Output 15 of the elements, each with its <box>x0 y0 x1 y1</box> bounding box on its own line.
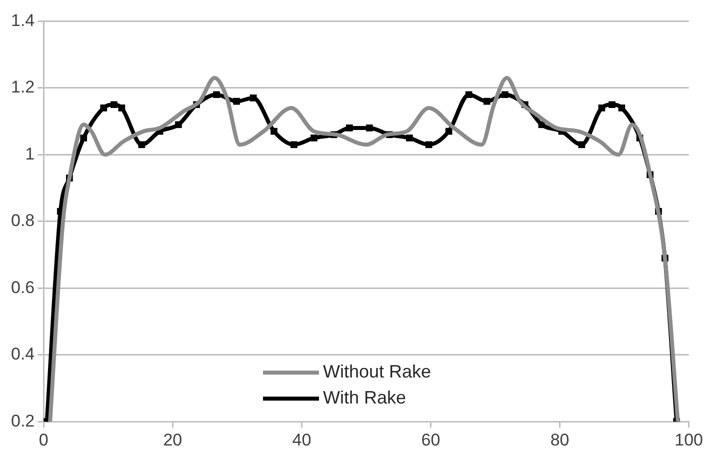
x-tick-label: 20 <box>163 430 182 450</box>
y-tick-label: 1.4 <box>10 10 35 30</box>
legend-label: Without Rake <box>322 362 432 382</box>
y-tick-label: 0.8 <box>10 211 35 230</box>
x-tick-label: 0 <box>38 430 48 450</box>
x-tick-label: 80 <box>550 430 570 450</box>
x-tick-label: 40 <box>292 430 312 450</box>
legend-label: With Rake <box>322 388 406 408</box>
y-tick-label: 0.4 <box>10 344 35 364</box>
x-tick-label: 60 <box>421 430 440 450</box>
y-tick-label: 0.6 <box>10 278 35 297</box>
y-tick-label: 1.2 <box>10 78 35 97</box>
y-tick-label: 0.2 <box>10 411 35 430</box>
x-tick-label: 100 <box>674 430 704 450</box>
y-tick-label: 1 <box>25 144 35 164</box>
